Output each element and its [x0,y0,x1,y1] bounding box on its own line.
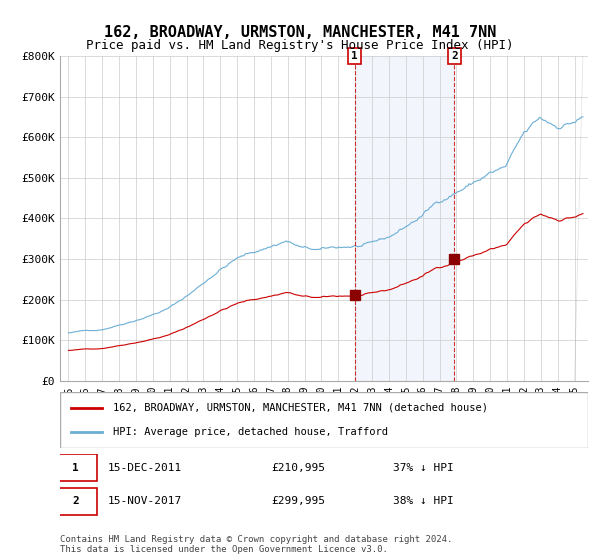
Text: £299,995: £299,995 [271,496,325,506]
Text: 2: 2 [451,51,458,61]
Bar [355,56,454,381]
Text: 162, BROADWAY, URMSTON, MANCHESTER, M41 7NN: 162, BROADWAY, URMSTON, MANCHESTER, M41 … [104,25,496,40]
Text: 38% ↓ HPI: 38% ↓ HPI [392,496,454,506]
Text: 37% ↓ HPI: 37% ↓ HPI [392,463,454,473]
Text: Price paid vs. HM Land Registry's House Price Index (HPI): Price paid vs. HM Land Registry's House … [86,39,514,52]
Text: 15-NOV-2017: 15-NOV-2017 [107,496,182,506]
Text: 2: 2 [73,496,79,506]
Text: HPI: Average price, detached house, Trafford: HPI: Average price, detached house, Traf… [113,427,388,437]
Text: 1: 1 [73,463,79,473]
FancyBboxPatch shape [55,488,97,515]
Text: 162, BROADWAY, URMSTON, MANCHESTER, M41 7NN (detached house): 162, BROADWAY, URMSTON, MANCHESTER, M41 … [113,403,488,413]
Text: 1: 1 [351,51,358,61]
FancyBboxPatch shape [55,454,97,481]
Text: Contains HM Land Registry data © Crown copyright and database right 2024.
This d: Contains HM Land Registry data © Crown c… [60,535,452,554]
FancyBboxPatch shape [60,392,588,448]
Text: 15-DEC-2011: 15-DEC-2011 [107,463,182,473]
Text: £210,995: £210,995 [271,463,325,473]
